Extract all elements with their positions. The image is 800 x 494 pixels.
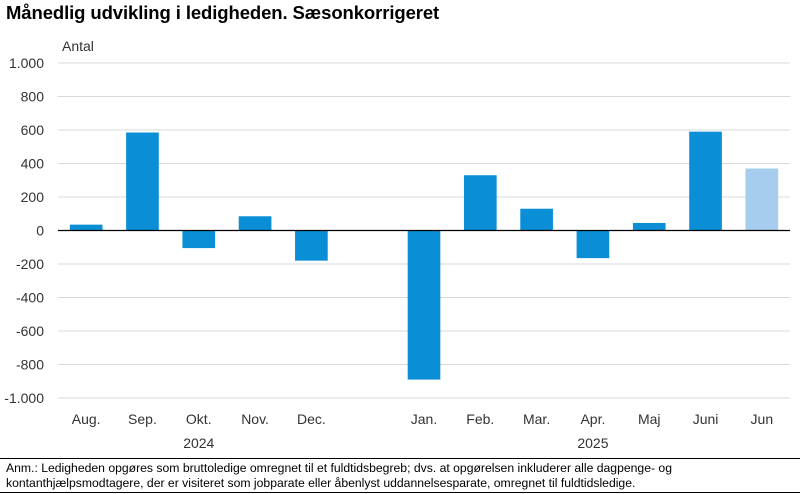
bar [126, 132, 159, 231]
y-tick-label: 1.000 [9, 55, 44, 71]
bar [407, 230, 441, 380]
x-tick-label: Jan. [411, 411, 437, 427]
bar [576, 230, 610, 259]
x-group-label: 2025 [577, 435, 608, 451]
x-tick-label: Apr. [580, 411, 605, 427]
y-tick-label: -1.000 [4, 390, 44, 406]
y-tick-label: -200 [16, 256, 44, 272]
y-tick-label: 800 [21, 89, 45, 105]
y-tick-label: 600 [21, 122, 45, 138]
y-tick-label: -600 [16, 323, 44, 339]
y-axis-label: Antal [62, 38, 94, 54]
bar [632, 222, 666, 231]
bar [238, 216, 272, 231]
bar [689, 131, 722, 231]
note-bottom-rule [0, 492, 800, 493]
chart-note: Anm.: Ledigheden opgøres som bruttoledig… [6, 461, 672, 490]
bar [463, 175, 497, 231]
bar [295, 230, 328, 261]
y-tick-label: 400 [21, 156, 45, 172]
x-tick-label: Dec. [297, 411, 326, 427]
x-tick-label: Mar. [523, 411, 550, 427]
x-tick-label: Sep. [128, 411, 157, 427]
chart-title: Månedlig udvikling i ledigheden. Sæsonko… [6, 2, 440, 23]
x-tick-label: Aug. [72, 411, 101, 427]
x-tick-label: Maj [638, 411, 661, 427]
bar [182, 230, 216, 249]
bar [520, 208, 553, 231]
bar [745, 168, 779, 231]
bar-chart: 1.000 800 600 400 200 0 -200 -400 -600 -800 -1.000… [4, 55, 790, 451]
x-tick-label: Juni [693, 411, 719, 427]
x-tick-label: Nov. [241, 411, 269, 427]
x-tick-label: Feb. [466, 411, 494, 427]
y-tick-label: 200 [21, 189, 45, 205]
y-tick-label: 0 [36, 223, 44, 239]
y-tick-label: -800 [16, 357, 44, 373]
x-tick-label: Jun [751, 411, 774, 427]
y-tick-label: -400 [16, 290, 44, 306]
x-tick-label: Okt. [186, 411, 212, 427]
note-top-rule [0, 458, 800, 459]
x-group-label: 2024 [183, 435, 214, 451]
bar [69, 224, 103, 231]
